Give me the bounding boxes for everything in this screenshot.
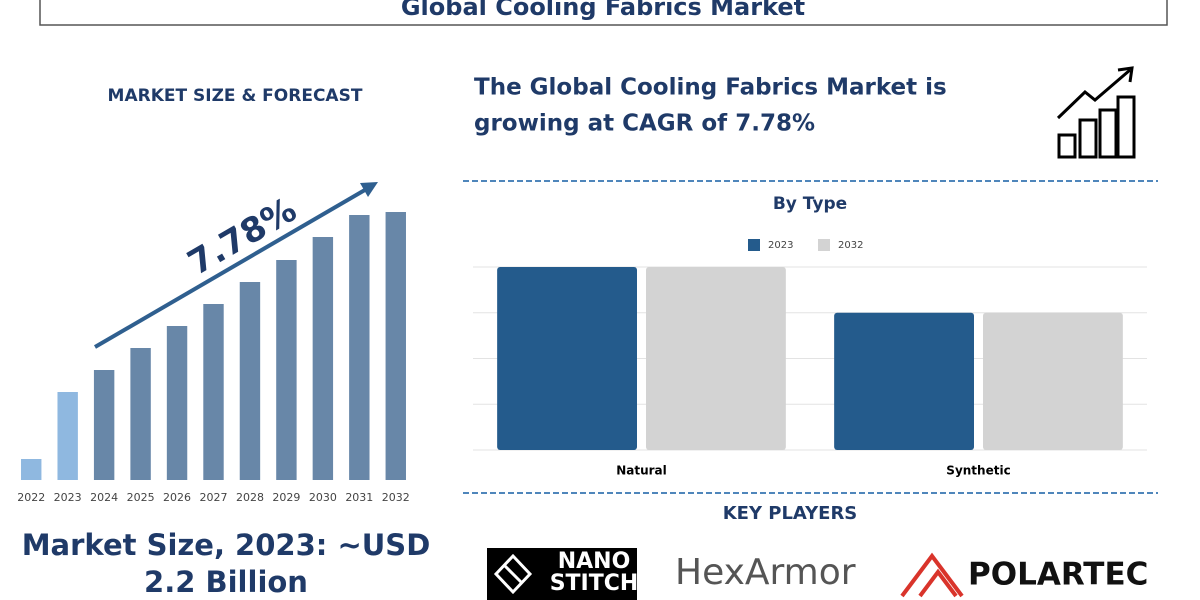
x-tick-label: 2030 — [309, 491, 337, 504]
bar — [203, 304, 224, 480]
market-size-line: Market Size, 2023: ~USD — [22, 528, 431, 562]
bar — [312, 237, 334, 480]
x-tick-label: 2032 — [382, 491, 410, 504]
arrow-head — [360, 182, 378, 197]
bar — [385, 212, 406, 480]
x-tick-label: 2029 — [272, 491, 300, 504]
bar — [983, 312, 1123, 450]
legend-swatch — [818, 239, 830, 251]
title-box — [39, 0, 1168, 26]
legend-swatch — [748, 239, 760, 251]
bar — [130, 348, 151, 480]
x-tick-label: 2023 — [54, 491, 82, 504]
x-tick-label: 2031 — [345, 491, 373, 504]
right-chart-title: By Type — [773, 194, 847, 214]
bar — [166, 326, 188, 480]
polartec-logo: POLARTEC — [968, 557, 1148, 593]
x-tick-label: 2025 — [127, 491, 155, 504]
hexarmor-logo: HexArmor — [675, 552, 856, 593]
main-title: Global Cooling Fabrics Market — [401, 0, 805, 21]
bar — [21, 459, 42, 480]
growth-icon — [1056, 66, 1136, 159]
bar — [349, 215, 370, 480]
bar — [834, 312, 974, 450]
x-tick-label: 2026 — [163, 491, 191, 504]
x-tick-label: 2028 — [236, 491, 264, 504]
growth-arrow — [93, 185, 372, 349]
x-tick-label: 2024 — [90, 491, 118, 504]
bar — [276, 260, 297, 480]
bar — [239, 282, 261, 480]
nano-logo-text: STITCH — [550, 571, 639, 596]
bar — [57, 392, 78, 480]
bar — [646, 267, 786, 450]
polartec-icon — [900, 552, 964, 598]
bar — [93, 370, 115, 480]
nano-logo-text: NANO — [558, 549, 631, 574]
headline-line: The Global Cooling Fabrics Market is — [474, 75, 947, 101]
headline-line: growing at CAGR of 7.78% — [474, 111, 815, 137]
left-chart-title: MARKET SIZE & FORECAST — [108, 86, 363, 106]
market-size-line: 2.2 Billion — [144, 565, 308, 599]
legend-label: 2023 — [768, 240, 793, 251]
x-tick-label: Synthetic — [946, 464, 1010, 478]
x-tick-label: 2022 — [17, 491, 45, 504]
key-players-title: KEY PLAYERS — [723, 503, 858, 524]
nano-logo-icon — [493, 553, 533, 595]
legend-label: 2032 — [838, 240, 863, 251]
x-tick-label: 2027 — [200, 491, 228, 504]
x-tick-label: Natural — [616, 464, 667, 478]
bar — [497, 267, 637, 450]
